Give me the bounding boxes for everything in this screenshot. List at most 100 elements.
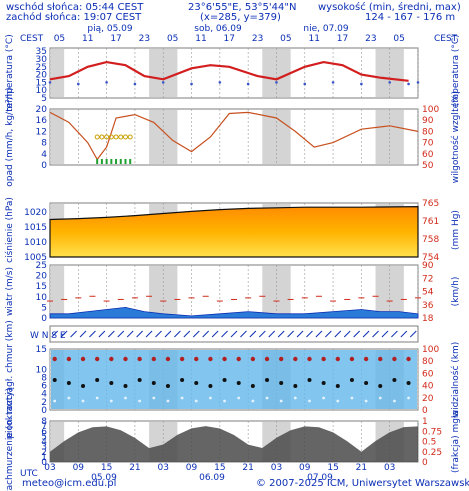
cloud-top-dot <box>264 356 270 362</box>
cloud-top-dot <box>222 356 227 362</box>
visibility-dot <box>364 399 368 403</box>
top-hour-label: 11 <box>82 34 93 44</box>
bottom-hour-label: 21 <box>129 463 140 473</box>
cloud-base-dot <box>194 381 199 385</box>
cloud-cover-area <box>50 426 418 462</box>
y-tick-label-right: 0 <box>422 458 428 468</box>
panel-label-left: pion. rozciągł. chmur (km) <box>5 320 15 439</box>
panel-label-right: (km/h) <box>451 277 461 307</box>
top-day-label: pią, 05.09 <box>87 24 132 34</box>
top-axis-tz-right: CEST <box>434 34 458 44</box>
top-hour-label: 11 <box>195 34 206 44</box>
cloud-top-dot <box>123 356 128 362</box>
cloud-top-dot <box>94 356 100 362</box>
y-tick-label-right: 0 <box>422 406 428 416</box>
top-hour-label: 11 <box>308 34 319 44</box>
cloud-base-dot <box>123 384 128 388</box>
y-tick-label-right: 72 <box>422 274 433 284</box>
cloud-top-dot <box>165 356 171 362</box>
y-tick-label: 6 <box>41 382 47 392</box>
wind-arrow <box>98 330 106 338</box>
cloud-top-dot <box>335 356 340 362</box>
wind-arrow <box>117 330 125 338</box>
y-tick-label: 10 <box>36 86 48 96</box>
cloud-base-dot <box>307 378 312 382</box>
visibility-dot <box>279 399 283 403</box>
cloud-base-dot <box>349 378 354 382</box>
wind-arrow <box>174 330 181 338</box>
snow-marker <box>127 134 133 140</box>
cloud-top-dot <box>278 356 284 362</box>
grid-text: (x=285, y=379) <box>200 12 281 23</box>
cloud-base-dot <box>180 378 185 382</box>
bottom-hour-label: 15 <box>214 463 225 473</box>
y-tick-label: 20 <box>36 71 48 81</box>
bottom-axis-tz: UTC <box>20 469 38 479</box>
cloud-base-dot <box>335 384 340 388</box>
panel-frame <box>49 108 419 166</box>
panel-label-right: wilgotność wzgl. (%) <box>450 91 461 183</box>
y-tick-label-right: 90 <box>422 116 434 126</box>
humidity-line <box>49 111 419 161</box>
footer-email[interactable]: meteo@icm.edu.pl <box>22 478 117 489</box>
y-tick-label-right: 761 <box>422 217 439 227</box>
cloud-base-dot <box>392 378 397 382</box>
cloud-base-dot <box>406 381 411 385</box>
visibility-dot <box>237 396 241 400</box>
top-day-label: sob, 06.09 <box>194 24 242 34</box>
cloud-base-dot <box>236 381 241 385</box>
snow-marker <box>122 134 128 140</box>
panel-label-right: (frakcja) mgła <box>451 410 461 473</box>
snow-marker <box>99 134 105 140</box>
y-tick-label: 0 <box>41 458 47 468</box>
bottom-date-label: 06.09 <box>199 473 225 483</box>
wind-arrow <box>164 330 172 338</box>
visibility-dot <box>223 399 226 403</box>
y-tick-label: 10 <box>36 365 48 375</box>
visibility-dot <box>378 396 382 400</box>
y-tick-label: 2 <box>41 448 47 458</box>
y-tick-label: 4 <box>41 438 47 448</box>
snow-marker <box>113 134 119 140</box>
y-tick-label-right: 754 <box>422 253 439 263</box>
y-tick-label: 1005 <box>24 253 47 263</box>
visibility-fill <box>51 350 417 409</box>
wind-arrow <box>334 330 342 338</box>
wind-arrow <box>343 330 351 338</box>
night-band <box>50 49 65 97</box>
visibility-dot <box>265 396 269 400</box>
cloud-base-dot <box>208 384 213 388</box>
dewpoint-point <box>360 82 363 86</box>
top-hour-label: 23 <box>252 34 263 44</box>
precip-bar <box>110 159 113 164</box>
cloud-base-dot <box>364 381 369 385</box>
panel-label-left: ciśnienie (hPa) <box>4 197 15 263</box>
bottom-hour-label: 03 <box>44 463 55 473</box>
y-tick-label: 0 <box>41 406 47 416</box>
y-tick-label: 3 <box>41 443 47 453</box>
panel-label-right: temperatura (°C) <box>451 34 461 111</box>
wind-arrow <box>60 330 68 338</box>
panel-frame <box>49 47 419 99</box>
visibility-dot <box>166 399 170 403</box>
wind-arrow <box>89 330 96 338</box>
visibility-dot <box>180 396 184 400</box>
dewpoint-point <box>105 81 108 84</box>
wind-arrow <box>258 330 266 338</box>
cloud-top-dot <box>321 356 326 362</box>
precip-bar <box>119 159 122 164</box>
wind-arrow <box>126 330 134 338</box>
cloud-base-dot <box>293 384 298 388</box>
dewpoint-point <box>416 81 420 84</box>
top-hour-label: 23 <box>139 34 150 44</box>
footer-copyright: © 2007-2025 ICM, Uniwersytet Warszawski <box>256 478 469 489</box>
sunset-text: zachód słońca: 19:07 CEST <box>6 12 142 23</box>
snow-marker <box>118 134 124 140</box>
sunrise-text: wschód słońca: 05:44 CEST <box>6 2 144 13</box>
cloud-top-dot <box>109 356 114 362</box>
y-tick-label: 15 <box>36 345 47 355</box>
snow-marker <box>108 134 114 140</box>
top-hour-label: 23 <box>365 34 376 44</box>
precip-bar <box>96 159 99 164</box>
